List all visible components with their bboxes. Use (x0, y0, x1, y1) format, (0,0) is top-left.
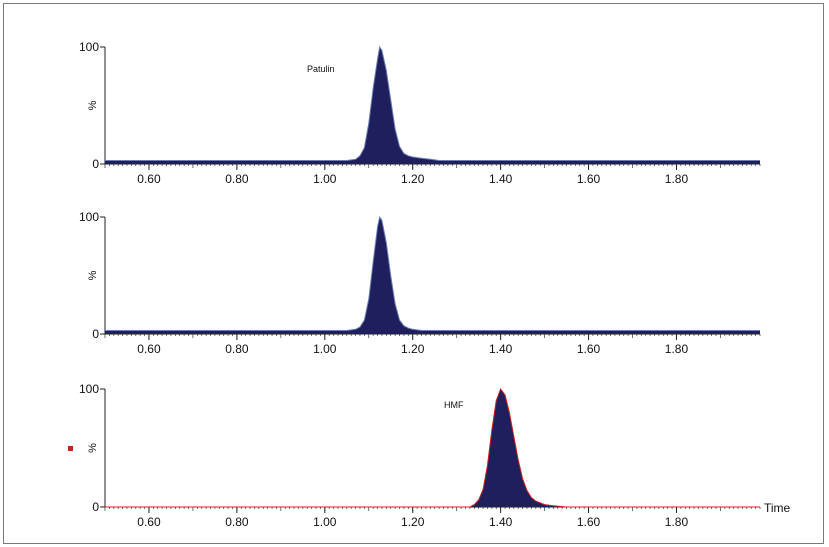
x-tick-label: 0.60 (137, 172, 161, 186)
y-axis-label: % (87, 100, 99, 110)
chromatogram-panels: 0 100% 0.60 0.80 1.00 1.20 1.40 1.60 1.80 Patulin… (79, 40, 791, 529)
x-tick-label: 0.80 (225, 515, 249, 529)
x-tick-label: 0.80 (225, 342, 249, 356)
chromatogram-frame (3, 3, 824, 544)
x-tick-label: 0.60 (137, 515, 161, 529)
x-tick-label: 1.60 (577, 515, 601, 529)
peak-area (105, 47, 760, 164)
x-tick-label: 0.60 (137, 342, 161, 356)
x-tick-label: 1.60 (577, 172, 601, 186)
chart-panel-1: 0 100% 0.60 0.80 1.00 1.20 1.40 1.60 1.80 Patulin (79, 40, 761, 186)
x-tick-label: 0.80 (225, 172, 249, 186)
y-axis-label: % (87, 270, 99, 280)
y-tick-label: 100 (79, 382, 99, 396)
x-tick-label: 1.80 (665, 342, 689, 356)
x-tick-label: 1.00 (313, 515, 337, 529)
x-tick-label: 1.40 (489, 342, 513, 356)
x-tick-label: 1.40 (489, 515, 513, 529)
trace-line (105, 215, 760, 331)
y-tick-label: 100 (79, 210, 99, 224)
peak-area (105, 217, 760, 334)
x-tick-label: 1.20 (401, 515, 425, 529)
chart-panel-3: 0 100% 0.60 0.80 1.00 1.20 1.40 1.60 1.80 HMF Time (79, 382, 791, 529)
x-axis-label: Time (764, 501, 791, 515)
x-tick-label: 1.00 (313, 172, 337, 186)
y-tick-label: 0 (92, 327, 99, 341)
x-tick-label: 1.80 (665, 515, 689, 529)
trace-line (105, 45, 760, 161)
x-tick-label: 1.60 (577, 342, 601, 356)
peak-annotation: Patulin (307, 64, 335, 74)
y-tick-label: 100 (79, 40, 99, 54)
x-tick-label: 1.20 (401, 172, 425, 186)
y-tick-label: 0 (92, 500, 99, 514)
red-marker-icon (68, 446, 73, 451)
y-tick-label: 0 (92, 157, 99, 171)
x-tick-label: 1.80 (665, 172, 689, 186)
x-tick-label: 1.20 (401, 342, 425, 356)
x-tick-label: 1.00 (313, 342, 337, 356)
peak-annotation: HMF (444, 400, 464, 410)
trace-line (105, 387, 760, 508)
y-axis-label: % (87, 443, 99, 453)
peak-area (105, 389, 760, 507)
chart-panel-2: 0 100% 0.60 0.80 1.00 1.20 1.40 1.60 1.80 (79, 210, 761, 356)
x-tick-label: 1.40 (489, 172, 513, 186)
